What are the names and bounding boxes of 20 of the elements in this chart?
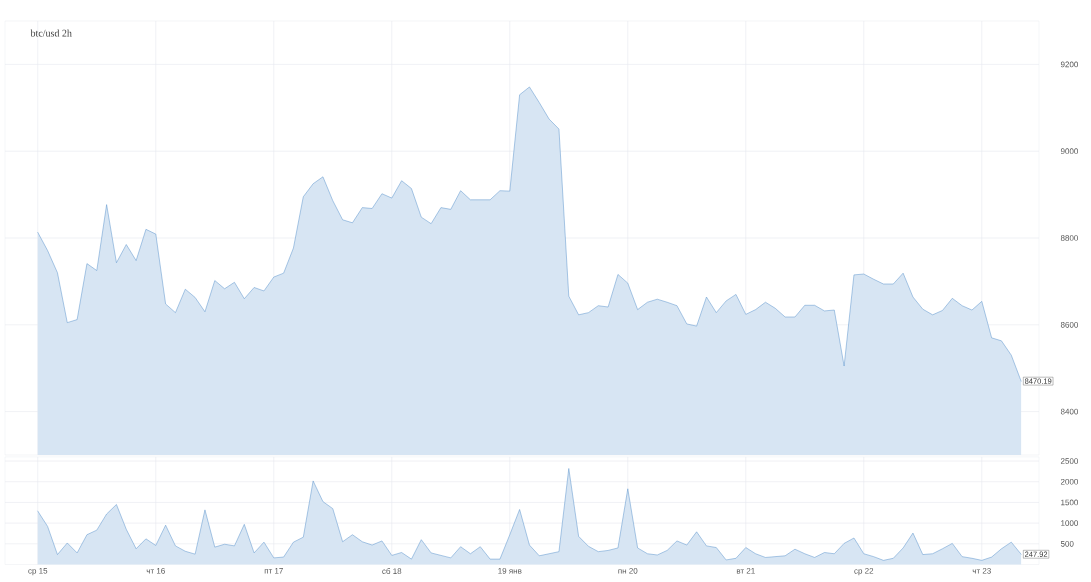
y-tick-label: 9000: [1060, 148, 1079, 155]
x-tick-label: 19 янв: [498, 568, 522, 574]
y-tick-label: 500: [1060, 540, 1074, 547]
x-tick-label: чт 23: [972, 568, 991, 574]
x-tick-label: чт 16: [146, 568, 165, 574]
y-tick-label: 2000: [1060, 478, 1079, 485]
x-tick-label: пт 17: [264, 568, 283, 574]
y-tick-label: 8400: [1060, 408, 1079, 415]
y-tick-label: 1000: [1061, 520, 1079, 526]
x-tick-label: ср 22: [854, 568, 874, 576]
y-tick-label: 8800: [1060, 235, 1079, 241]
y-tick-label: 2500: [1060, 458, 1079, 464]
y-tick-label: 8600: [1060, 321, 1079, 328]
x-tick-label: вт 21: [736, 568, 755, 574]
text: btc/usd 2h: [30, 29, 72, 37]
y-tick-label: 9200: [1060, 61, 1079, 68]
x-tick-label: пн 20: [618, 568, 638, 574]
y-tick-label: 1500: [1061, 499, 1079, 506]
x-tick-label: сб 18: [382, 568, 402, 574]
x-tick-label: ср 15: [28, 568, 48, 576]
